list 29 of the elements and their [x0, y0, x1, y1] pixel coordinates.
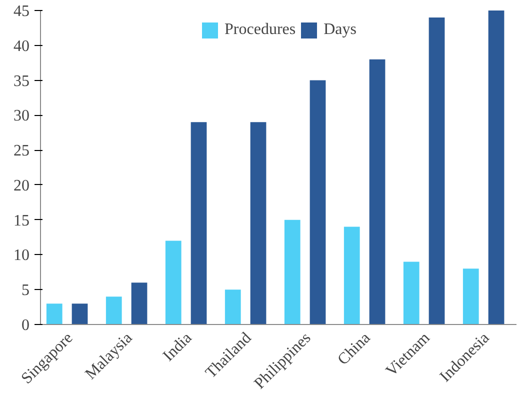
x-tick-label: India: [160, 329, 196, 365]
bar: [46, 304, 62, 324]
y-tick-label: 30: [14, 108, 30, 125]
bar: [224, 290, 241, 324]
y-tick-label: 10: [14, 247, 30, 264]
y-tick-label: 45: [14, 3, 30, 20]
bar: [488, 10, 504, 324]
y-tick-label: 15: [14, 212, 30, 230]
y-tick-label: 20: [14, 177, 30, 194]
bar: [344, 226, 360, 324]
bar: [462, 268, 479, 324]
bar: [250, 122, 266, 324]
bar: [131, 282, 148, 324]
bar: [284, 220, 300, 324]
y-tick-label: 25: [14, 142, 30, 160]
legend-label: Procedures: [224, 21, 296, 39]
bar: [72, 304, 88, 324]
y-tick-label: 35: [14, 72, 30, 90]
bar: [190, 122, 207, 324]
bar: [369, 59, 386, 324]
y-tick-label: 40: [14, 38, 30, 55]
bar: [106, 296, 122, 324]
legend-label: Days: [324, 21, 356, 39]
y-tick-label: 0: [22, 317, 30, 334]
bar: [403, 262, 420, 324]
bar: [165, 240, 182, 324]
bar: [310, 80, 326, 324]
y-tick-label: 5: [22, 282, 30, 300]
bar: [428, 17, 445, 324]
